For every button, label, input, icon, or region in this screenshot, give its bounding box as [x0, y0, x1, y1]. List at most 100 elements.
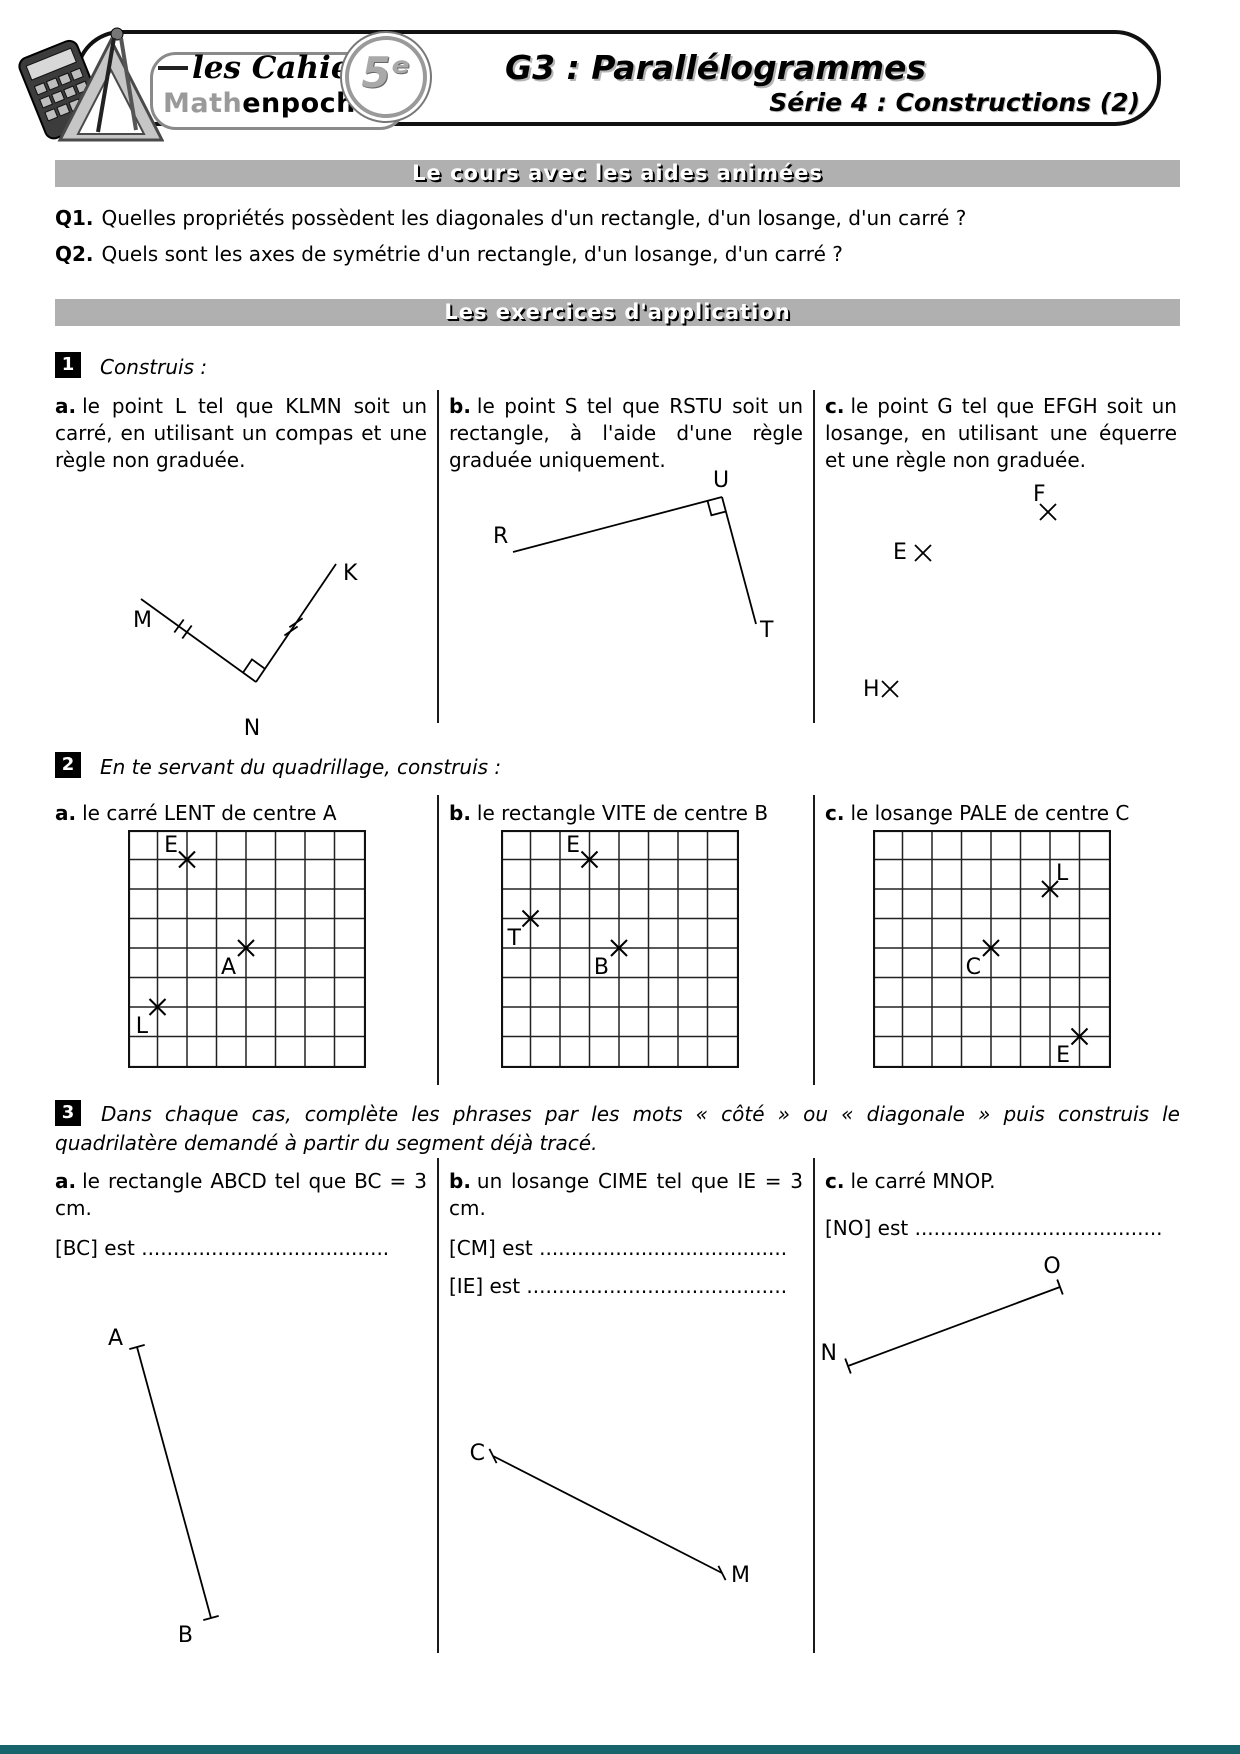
point-label-F: F — [1033, 482, 1046, 507]
grid-b-label-E: E — [566, 833, 580, 858]
end-tick-C — [488, 1448, 498, 1464]
cross-E — [914, 544, 932, 562]
cross-C — [982, 939, 1000, 957]
ex2-divider-2 — [813, 795, 815, 1085]
cross-A — [237, 939, 255, 957]
ex2-divider-1 — [437, 795, 439, 1085]
cross-E — [1070, 1027, 1089, 1046]
exercise3-number: 3 — [55, 1100, 81, 1126]
grid-a-label-A: A — [221, 955, 236, 980]
ex1-divider-1 — [437, 390, 439, 723]
ex1-divider-2 — [813, 390, 815, 723]
course-banner: Le cours avec les aides animées — [55, 160, 1180, 187]
ex1-item-b-label: b. — [449, 394, 471, 418]
tick-marks-NK — [283, 617, 304, 637]
cross-T — [521, 909, 540, 928]
ex2-grid-a: E A L — [128, 830, 366, 1068]
point-label-M: M — [133, 608, 152, 633]
point-label-B: B — [178, 1623, 193, 1648]
page-subtitle: Série 4 : Constructions (2) — [769, 88, 1140, 117]
right-angle-mark — [706, 500, 727, 517]
grade-badge: 5ᵉ — [345, 36, 427, 118]
cross-L — [1041, 880, 1059, 898]
cross-H — [881, 680, 899, 698]
ex1-item-a-label: a. — [55, 394, 77, 418]
grid-a-label-L: L — [136, 1014, 149, 1039]
ex1-figure-b: R U T — [493, 468, 774, 643]
ex2-item-a: a. le carré LENT de centre A — [55, 801, 337, 825]
ex3-item-c: c. le carré MNOP. — [825, 1169, 996, 1193]
ex3-blank-BC: [BC] est ...............................… — [55, 1236, 390, 1260]
grid-c-label-E: E — [1056, 1043, 1070, 1068]
grid-a-label-E: E — [164, 833, 178, 858]
grid-b-label-B: B — [594, 955, 609, 980]
logo-dash-left — [158, 66, 188, 70]
q2-label: Q2. — [55, 242, 94, 266]
point-label-C: C — [470, 1441, 485, 1466]
end-tick-B — [203, 1615, 219, 1621]
ex2-grid-c: L C E — [873, 830, 1111, 1068]
ex3-divider-2 — [813, 1158, 815, 1653]
ex3-figure-a: A B — [108, 1326, 219, 1648]
brand-math-part: Math — [163, 88, 243, 119]
ex3-blank-CM: [CM] est ...............................… — [449, 1236, 788, 1260]
end-tick-O — [1056, 1279, 1064, 1295]
question-q1: Q1. Quelles propriétés possèdent les diag… — [55, 206, 1180, 230]
footer-color-bar — [0, 1745, 1240, 1754]
exercises-banner: Les exercices d'application — [55, 299, 1180, 326]
ex3-figure-c: N O — [821, 1254, 1064, 1374]
ex2-item-b: b. le rectangle VITE de centre B — [449, 801, 769, 825]
ex3-blank-IE: [IE] est ...............................… — [449, 1274, 788, 1298]
exercise2-number: 2 — [55, 752, 81, 778]
point-label-N: N — [244, 716, 260, 741]
ex1-item-b: b. le point S tel que RSTU soit un rectan… — [449, 394, 803, 472]
ex1-figure-c: E F H — [863, 482, 1057, 702]
q1-label: Q1. — [55, 206, 94, 230]
cross-E — [580, 850, 599, 869]
ex3-item-a: a. le rectangle ABCD tel que BC = 3 cm. — [55, 1169, 427, 1220]
q2-text: Quels sont les axes de symétrie d'un rec… — [101, 242, 843, 266]
ex2-item-c: c. le losange PALE de centre C — [825, 801, 1130, 825]
exercise1-instruction: Construis : — [100, 355, 208, 379]
end-tick-N — [844, 1358, 852, 1374]
cross-E — [178, 850, 196, 869]
cross-L — [148, 998, 167, 1016]
exercise3-instruction: Dans chaque cas, complète les phrases pa… — [55, 1102, 1180, 1155]
exercise1-number: 1 — [55, 352, 81, 378]
ex1-item-c: c. le point G tel que EFGH soit un losang… — [825, 394, 1177, 472]
point-label-R: R — [493, 524, 508, 549]
ex3-item-b: b. un losange CIME tel que IE = 3 cm. — [449, 1169, 803, 1220]
right-angle-mark — [242, 658, 266, 674]
point-label-M: M — [731, 1563, 750, 1588]
point-label-E: E — [893, 540, 907, 565]
ex3-blank-NO: [NO] est ...............................… — [825, 1216, 1163, 1240]
grid-lines — [502, 831, 738, 1067]
end-tick-A — [129, 1344, 145, 1350]
grid-lines — [129, 831, 365, 1067]
exercise2-instruction: En te servant du quadrillage, construis … — [100, 755, 502, 779]
grid-c-label-C: C — [966, 955, 981, 980]
ex1-item-a: a. le point L tel que KLMN soit un carré,… — [55, 394, 427, 472]
point-label-A: A — [108, 1326, 123, 1351]
grid-c-label-L: L — [1056, 861, 1069, 886]
point-label-H: H — [863, 677, 880, 702]
point-label-U: U — [713, 468, 729, 493]
cross-F — [1039, 503, 1057, 521]
point-label-T: T — [759, 618, 774, 643]
cross-B — [610, 939, 628, 957]
tick-marks-MN — [173, 618, 193, 640]
page-title: G3 : Parallélogrammes — [505, 48, 927, 87]
ex3-divider-1 — [437, 1158, 439, 1653]
q1-text: Quelles propriétés possèdent les diagona… — [101, 206, 967, 230]
logo-instruments-icon — [18, 27, 164, 142]
point-label-O: O — [1043, 1254, 1060, 1279]
ex1-item-c-label: c. — [825, 394, 845, 418]
brand-name-line2: Mathenpoche — [163, 88, 375, 119]
point-label-N: N — [821, 1341, 837, 1366]
ex3-figure-b: C M — [470, 1441, 750, 1588]
ex1-figure-a: M N K — [133, 561, 358, 741]
question-q2: Q2. Quels sont les axes de symétrie d'un … — [55, 242, 1180, 266]
end-tick-M — [717, 1565, 727, 1581]
grid-b-label-T: T — [507, 926, 522, 951]
